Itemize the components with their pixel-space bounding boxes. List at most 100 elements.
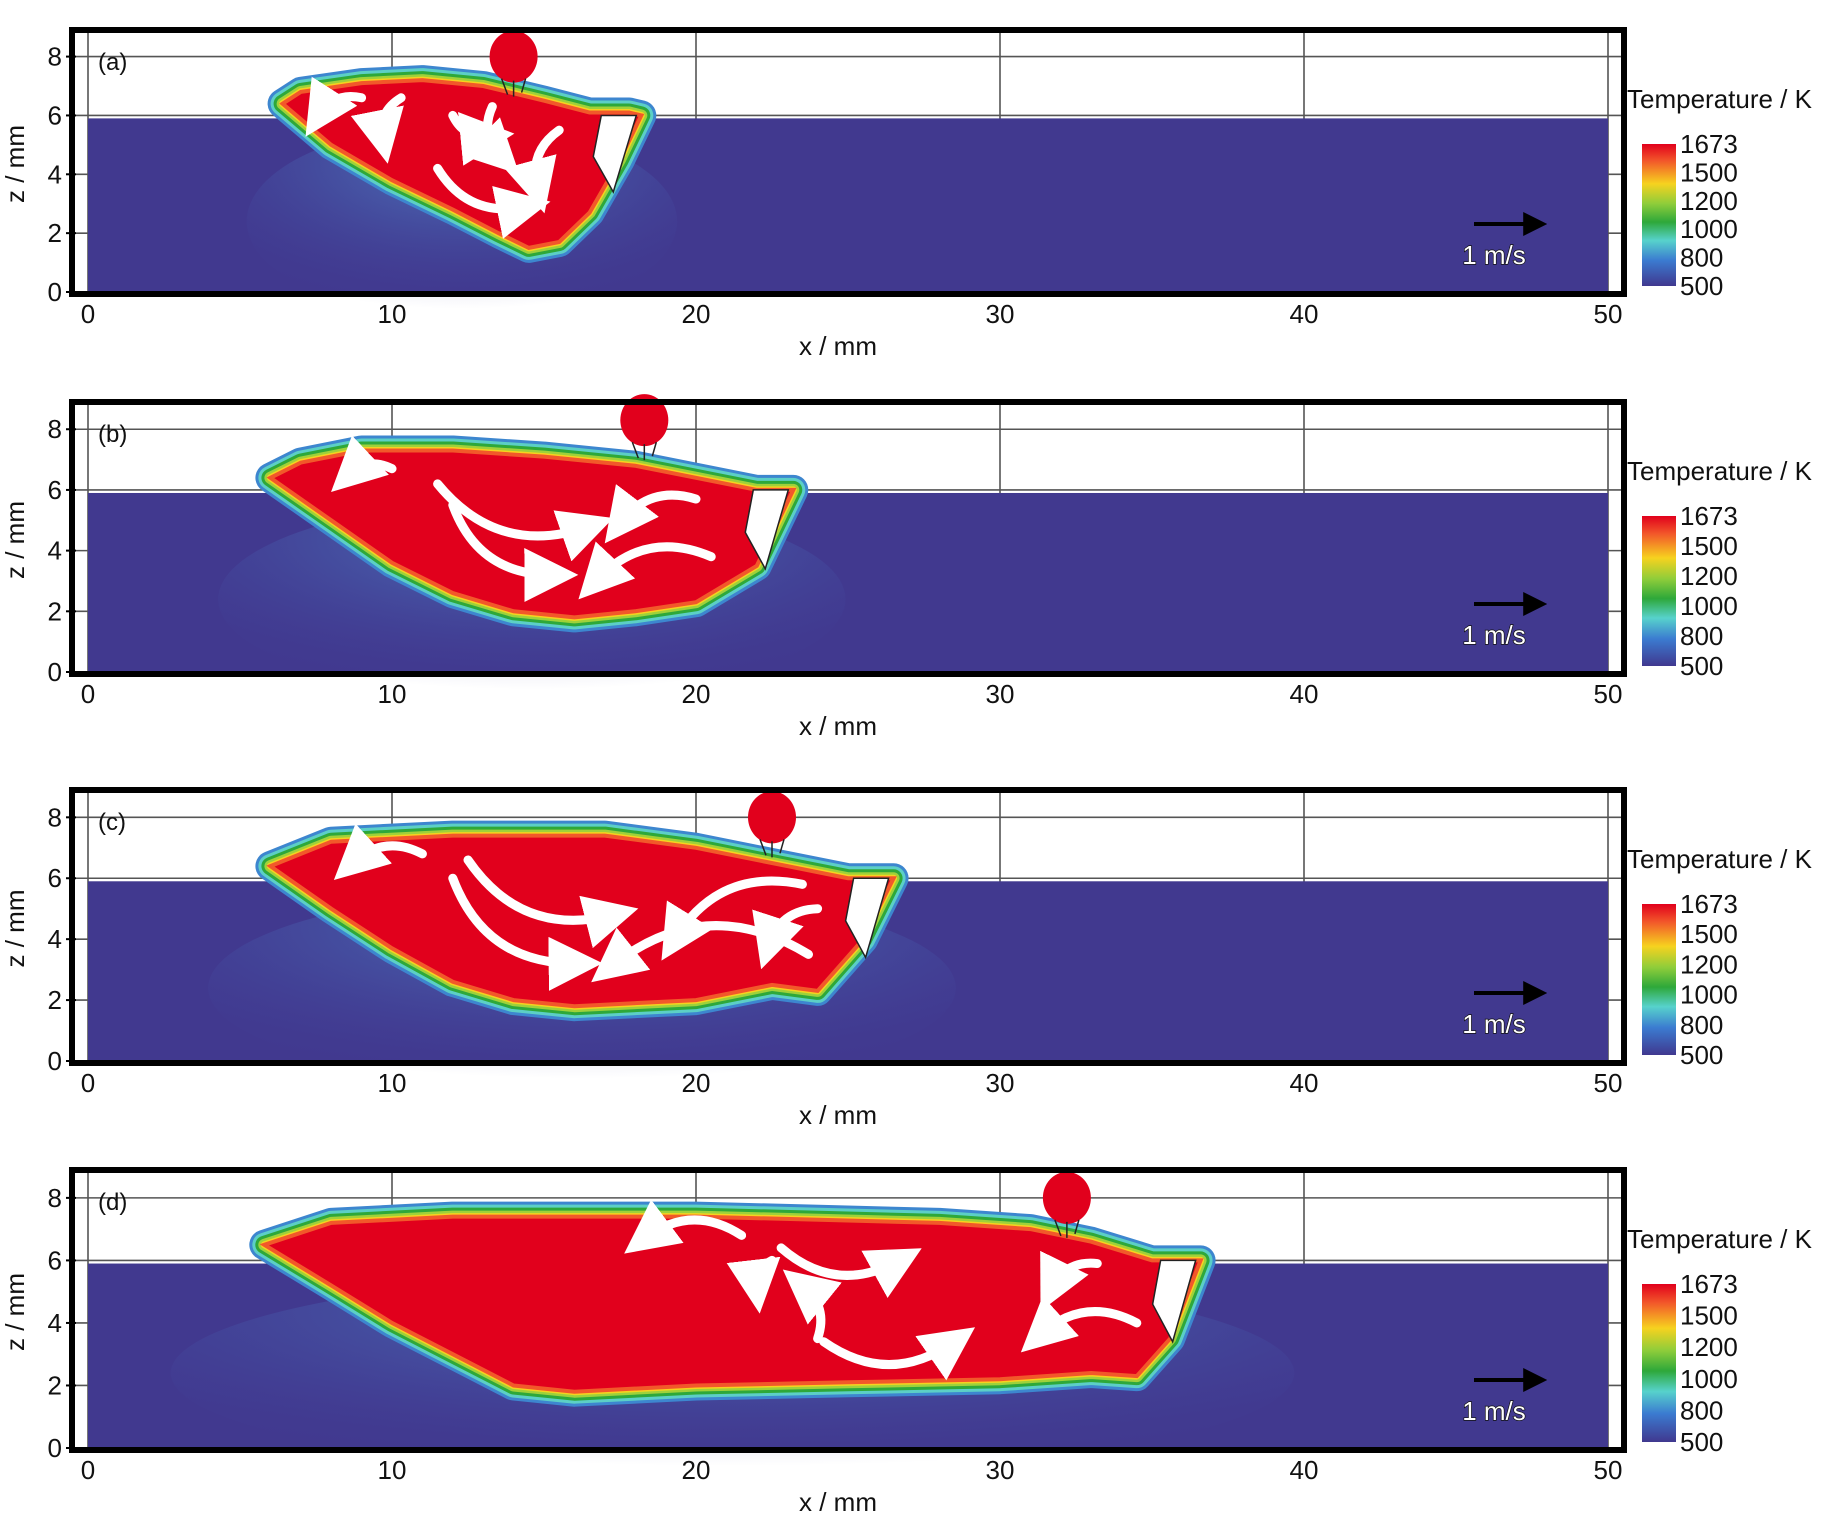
plot-frame (69, 399, 1627, 677)
colorbar-tick-label: 500 (1680, 1040, 1723, 1070)
y-axis-label: z / mm (0, 890, 30, 968)
y-tick-label: 4 (48, 536, 62, 566)
y-tick-label: 8 (48, 414, 62, 444)
panel-label: (b) (98, 421, 127, 448)
y-axis-label: z / mm (0, 501, 30, 579)
colorbar (1642, 516, 1676, 666)
flow-arrow (305, 76, 367, 137)
x-axis-label: x / mm (799, 331, 877, 361)
colorbar-tick-label: 800 (1680, 621, 1723, 651)
flow-arrow (1020, 1296, 1142, 1353)
plot-frame (69, 1167, 1627, 1453)
panel-label: (d) (98, 1189, 127, 1216)
keyhole-gap (592, 114, 638, 194)
x-tick-label: 0 (81, 1068, 95, 1098)
y-tick-label: 2 (48, 596, 62, 626)
flow-arrow (819, 1327, 976, 1381)
droplet (1042, 1171, 1091, 1224)
keyhole-gap (744, 489, 790, 571)
flow-arrow (331, 435, 397, 492)
y-tick-label: 2 (48, 985, 62, 1015)
flow-arrow (604, 484, 701, 544)
x-axis-label: x / mm (799, 1487, 877, 1517)
colorbar-tick-label: 1000 (1680, 591, 1738, 621)
flow-arrow (578, 541, 716, 600)
colorbar-tick-label: 1500 (1680, 531, 1738, 561)
colorbar-tick-label: 1200 (1680, 1332, 1738, 1362)
colorbar-tick-label: 1673 (1680, 1269, 1738, 1299)
panel-label: (c) (98, 809, 126, 836)
flow-arrow (591, 921, 813, 983)
y-tick-label: 8 (48, 1183, 62, 1213)
colorbar-tick-label: 800 (1680, 243, 1723, 273)
droplet (748, 791, 796, 844)
flow-arrow (1040, 1250, 1102, 1312)
x-axis-label: x / mm (799, 711, 877, 741)
colorbar (1642, 904, 1676, 1055)
droplet (620, 394, 669, 447)
colorbar (1642, 1284, 1676, 1442)
colorbar-title: Temperature / K (1627, 84, 1813, 114)
velocity-scale-label: 1 m/s (1462, 240, 1526, 270)
x-tick-label: 0 (81, 299, 95, 329)
x-tick-label: 30 (986, 299, 1015, 329)
y-axis-label: z / mm (0, 125, 30, 203)
flow-arrow (504, 125, 564, 214)
colorbar-tick-label: 1200 (1680, 949, 1738, 979)
colorbar-title: Temperature / K (1627, 456, 1813, 486)
y-tick-label: 0 (48, 1046, 62, 1076)
y-tick-label: 6 (48, 863, 62, 893)
x-tick-label: 50 (1594, 679, 1623, 709)
y-axis-label: z / mm (0, 1273, 30, 1351)
plot-frame (69, 27, 1627, 297)
x-tick-label: 0 (81, 679, 95, 709)
colorbar-tick-label: 1000 (1680, 980, 1738, 1010)
y-tick-label: 0 (48, 1433, 62, 1463)
y-tick-label: 6 (48, 100, 62, 130)
plot-frame (69, 787, 1627, 1066)
x-tick-label: 20 (682, 1068, 711, 1098)
y-tick-label: 0 (48, 657, 62, 687)
colorbar-tick-label: 800 (1680, 1395, 1723, 1425)
colorbar-tick-label: 500 (1680, 1427, 1723, 1457)
x-tick-label: 0 (81, 1455, 95, 1485)
flow-arrow (448, 873, 603, 991)
x-axis-label: x / mm (799, 1100, 877, 1130)
x-tick-label: 20 (682, 299, 711, 329)
colorbar-title: Temperature / K (1627, 844, 1813, 874)
y-tick-label: 4 (48, 159, 62, 189)
flow-arrow (448, 500, 579, 602)
velocity-scale-label: 1 m/s (1462, 620, 1526, 650)
droplet (489, 30, 538, 83)
colorbar-tick-label: 1200 (1680, 561, 1738, 591)
velocity-scale-label: 1 m/s (1462, 1009, 1526, 1039)
y-tick-label: 2 (48, 218, 62, 248)
colorbar-title: Temperature / K (1627, 1224, 1813, 1254)
y-tick-label: 2 (48, 1370, 62, 1400)
keyhole-gap (844, 877, 890, 960)
flow-arrow (433, 163, 551, 239)
droplet-velocity-vectors (1054, 1219, 1080, 1238)
x-tick-label: 40 (1290, 1455, 1319, 1485)
velocity-scale-label: 1 m/s (1462, 1396, 1526, 1426)
colorbar-tick-label: 1500 (1680, 919, 1738, 949)
flow-arrow (726, 1255, 781, 1314)
flow-arrow (782, 1269, 842, 1344)
y-tick-label: 6 (48, 475, 62, 505)
x-tick-label: 30 (986, 679, 1015, 709)
x-tick-label: 50 (1594, 1068, 1623, 1098)
colorbar-tick-label: 1000 (1680, 1364, 1738, 1394)
colorbar (1642, 144, 1676, 286)
x-tick-label: 20 (682, 679, 711, 709)
flow-arrow (624, 1199, 747, 1254)
x-tick-label: 40 (1290, 1068, 1319, 1098)
colorbar-tick-label: 1673 (1680, 129, 1738, 159)
colorbar-tick-label: 1500 (1680, 1301, 1738, 1331)
droplet-velocity-vectors (500, 78, 527, 97)
flow-arrow (461, 102, 520, 175)
y-tick-label: 8 (48, 802, 62, 832)
